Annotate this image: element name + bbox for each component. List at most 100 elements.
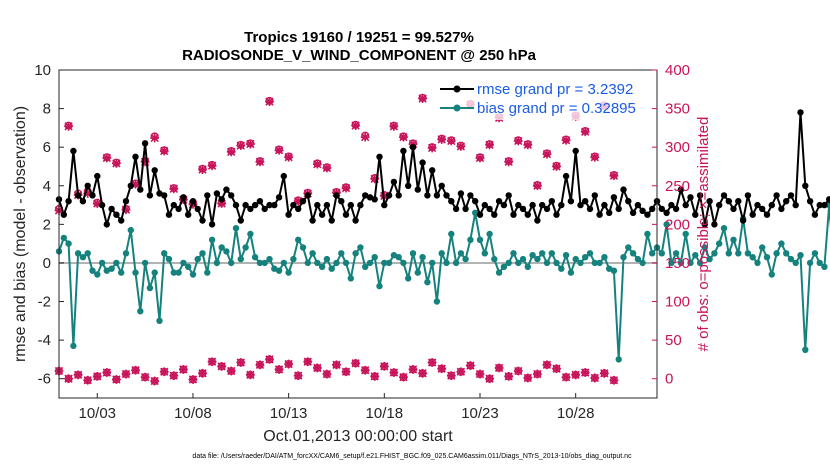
bias-point xyxy=(228,259,235,267)
obs-12z-assimilated-marker xyxy=(552,364,561,374)
y-tick-label: 6 xyxy=(43,139,51,156)
bias-point xyxy=(414,269,421,276)
bias-point xyxy=(443,259,450,267)
bias-point xyxy=(151,269,158,276)
rmse-point xyxy=(79,198,87,205)
rmse-point xyxy=(668,201,675,209)
rmse-point xyxy=(414,186,421,193)
bias-point xyxy=(118,269,125,276)
rmse-point xyxy=(773,192,780,199)
bias-point xyxy=(754,259,761,267)
rmse-point xyxy=(735,198,742,205)
rmse-point xyxy=(290,201,297,209)
rmse-point xyxy=(342,211,350,218)
bias-point xyxy=(620,254,627,261)
obs-assimilated-marker xyxy=(112,158,121,168)
x-tick-label: 10/23 xyxy=(461,405,499,422)
obs-assimilated-marker xyxy=(245,139,255,149)
bias-point xyxy=(409,250,417,257)
rmse-point xyxy=(567,198,575,205)
bias-point xyxy=(161,250,168,257)
rmse-point xyxy=(185,211,192,218)
bias-point xyxy=(500,263,508,270)
bias-point xyxy=(395,254,402,261)
bias-point xyxy=(778,240,785,247)
bias-point xyxy=(692,252,699,259)
rmse-point xyxy=(548,198,555,205)
bias-point xyxy=(524,263,531,270)
obs-assimilated-marker xyxy=(399,132,408,142)
obs-12z-assimilated-marker xyxy=(389,368,399,377)
bias-point xyxy=(347,275,354,282)
rmse-point xyxy=(481,201,488,209)
bias-point xyxy=(208,236,216,243)
rmse-point xyxy=(132,153,139,160)
rmse-point xyxy=(787,192,795,199)
obs-assimilated-marker xyxy=(446,136,456,146)
axis-ticks: -6-4-2024681005010015020025030035040010/… xyxy=(34,62,690,422)
rmse-point xyxy=(127,182,134,189)
bias-point xyxy=(759,244,766,251)
obs-12z-assimilated-marker xyxy=(351,358,361,368)
rmse-point xyxy=(524,211,531,218)
bias-point xyxy=(562,252,570,259)
rmse-point xyxy=(395,192,402,199)
rmse-point xyxy=(649,205,656,213)
rmse-point xyxy=(419,159,426,166)
bias-point xyxy=(663,221,670,228)
obs-12z-assimilated-marker xyxy=(322,369,332,379)
obs-assimilated-marker xyxy=(456,142,466,151)
rmse-point xyxy=(429,167,436,174)
rmse-point xyxy=(476,211,484,218)
rmse-point xyxy=(280,172,287,180)
obs-12z-assimilated-marker xyxy=(504,371,514,381)
obs-12z-assimilated-marker xyxy=(159,367,169,377)
bias-point xyxy=(519,255,527,263)
x-tick-label: 10/18 xyxy=(366,405,404,422)
y-tick-label: -6 xyxy=(38,371,51,388)
obs-assimilated-marker xyxy=(322,163,332,173)
rmse-point xyxy=(218,196,225,203)
obs-assimilated-marker xyxy=(542,149,552,159)
rmse-point xyxy=(505,192,512,199)
rmse-point xyxy=(821,201,828,209)
obs-12z-assimilated-marker xyxy=(542,360,552,370)
rmse-point xyxy=(572,147,579,155)
y2-axis-label: # of obs: o=possible; ×=assimilated xyxy=(695,117,712,352)
bias-point xyxy=(247,230,254,238)
bias-point xyxy=(491,255,498,263)
obs-12z-assimilated-marker xyxy=(303,357,313,367)
rmse-point xyxy=(338,198,345,205)
rmse-point xyxy=(323,201,331,209)
bias-point xyxy=(821,263,828,270)
rmse-point xyxy=(452,205,460,213)
bias-point xyxy=(816,259,823,267)
bias-point xyxy=(529,252,536,259)
bias-point xyxy=(582,254,589,261)
bias-point xyxy=(558,265,565,272)
bias-point xyxy=(218,244,225,251)
rmse-point xyxy=(213,190,221,197)
rmse-point xyxy=(385,192,393,199)
bias-point xyxy=(696,259,704,267)
rmse-point xyxy=(620,186,627,193)
bias-point xyxy=(74,250,82,257)
bias-point xyxy=(495,269,503,276)
rmse-point xyxy=(692,211,699,218)
obs-assimilated-marker xyxy=(150,133,160,143)
obs-assimilated-marker xyxy=(552,162,561,171)
obs-assimilated-marker xyxy=(102,153,112,163)
rmse-point xyxy=(242,201,249,209)
bias-point xyxy=(457,250,465,257)
rmse-point xyxy=(491,211,498,218)
bias-point xyxy=(634,255,642,263)
rmse-point xyxy=(558,201,565,209)
bias-point xyxy=(170,269,177,276)
bias-point xyxy=(768,271,775,278)
bias-point xyxy=(199,250,206,257)
rmse-point xyxy=(266,201,273,209)
bias-point xyxy=(108,265,115,272)
obs-12z-assimilated-marker xyxy=(112,375,121,384)
bias-point xyxy=(137,308,144,315)
bias-point xyxy=(672,250,680,257)
